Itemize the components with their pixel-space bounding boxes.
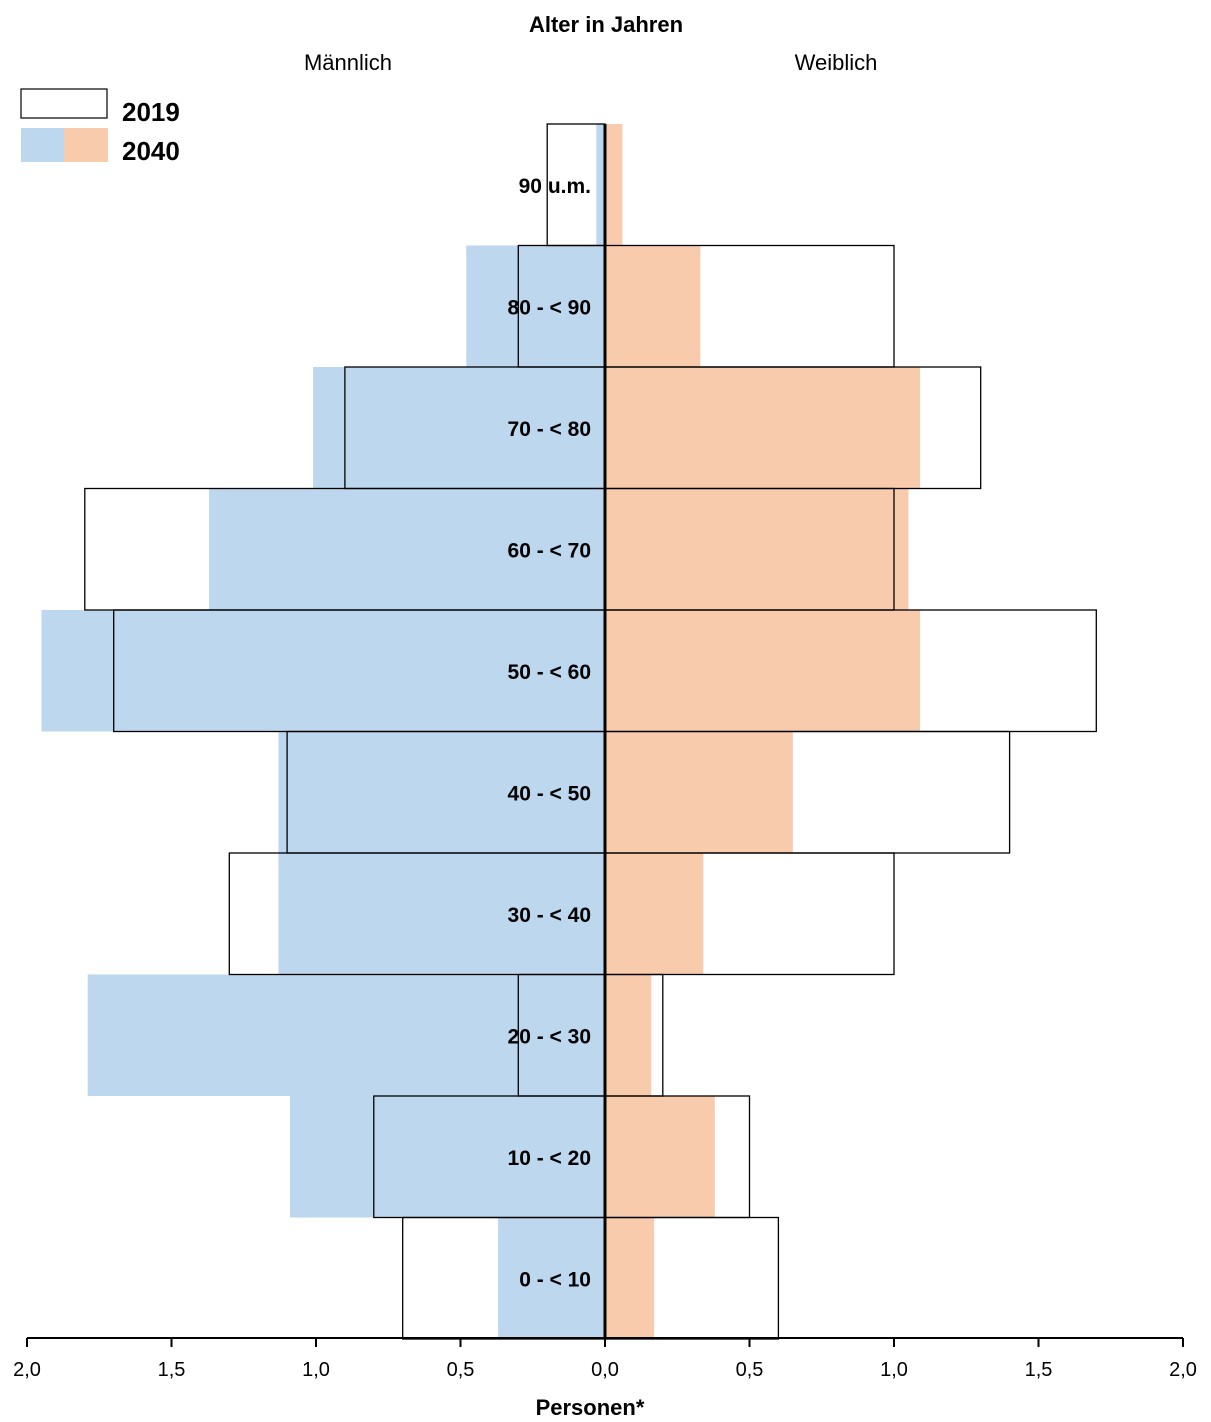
x-axis-title: Personen*: [536, 1395, 645, 1420]
bar-2040-male-10-20: [289, 1096, 605, 1218]
x-tick-label: 2,0: [1169, 1359, 1197, 1381]
bar-2040-female-60-70: [605, 488, 909, 610]
category-label-70-80: 70 - < 80: [508, 418, 591, 441]
bar-2040-male-80-90: [466, 245, 605, 367]
category-label-80-90: 80 - < 90: [508, 296, 591, 319]
bar-2040-male-40-50: [278, 731, 605, 853]
bar-2040-female-20-30: [605, 974, 652, 1096]
x-tick-label: 1,0: [302, 1359, 330, 1381]
legend: 2019 2040: [20, 88, 180, 166]
bar-2040-female-50-60: [605, 610, 921, 732]
x-tick-label: 0,5: [736, 1359, 764, 1381]
bar-2040-female-80-90: [605, 245, 701, 367]
category-label-40-50: 40 - < 50: [508, 782, 591, 805]
x-tick-label: 1,0: [880, 1359, 908, 1381]
bar-2040-male-90-u-m: [596, 124, 605, 246]
x-tick-label: 1,5: [1025, 1359, 1053, 1381]
x-tick-label: 2,0: [13, 1359, 41, 1381]
bar-2040-female-90-u-m: [605, 124, 623, 246]
bar-2040-male-0-10: [498, 1217, 605, 1339]
category-label-10-20: 10 - < 20: [508, 1147, 591, 1170]
bar-2040-male-60-70: [209, 488, 605, 610]
x-tick-label: 0,5: [447, 1359, 475, 1381]
bar-2040-male-30-40: [278, 853, 605, 975]
male-side-label: Männlich: [304, 50, 392, 75]
x-tick-label: 1,5: [158, 1359, 186, 1381]
bar-2040-male-70-80: [313, 367, 605, 489]
x-tick-label: 0,0: [591, 1359, 619, 1381]
category-label-30-40: 30 - < 40: [508, 904, 591, 927]
legend-swatch-2040-male: [21, 128, 64, 162]
female-side-label: Weiblich: [795, 50, 878, 75]
category-label-50-60: 50 - < 60: [508, 661, 591, 684]
category-labels: 90 u.m. 80 - < 90 70 - < 80 60 - < 70 50 - <…: [508, 175, 591, 1292]
bar-2040-female-70-80: [605, 367, 921, 489]
bar-2040-female-40-50: [605, 731, 793, 853]
x-axis: 2,0 1,5 1,0 0,5 0,0 0,5 1,0 1,5 2,0: [13, 124, 1197, 1381]
bar-2040-female-30-40: [605, 853, 704, 975]
bar-2040-male-50-60: [41, 610, 605, 732]
category-label-90-u-m: 90 u.m.: [519, 175, 591, 198]
category-label-20-30: 20 - < 30: [508, 1025, 591, 1048]
legend-label-2040: 2040: [122, 136, 180, 166]
chart-title: Alter in Jahren: [529, 12, 683, 37]
legend-swatch-2019: [20, 88, 108, 119]
category-label-60-70: 60 - < 70: [508, 539, 591, 562]
category-label-0-10: 0 - < 10: [519, 1268, 591, 1291]
bar-2040-female-10-20: [605, 1096, 715, 1218]
legend-label-2019: 2019: [122, 97, 180, 127]
legend-swatch-2040-female: [64, 128, 108, 162]
bar-2040-female-0-10: [605, 1217, 655, 1339]
